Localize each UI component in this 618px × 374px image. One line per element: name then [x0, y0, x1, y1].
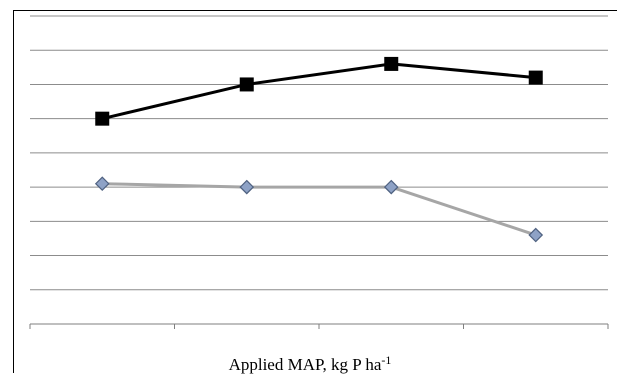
series-1-line [101, 62, 536, 121]
series-1-point-2 [239, 77, 254, 92]
series-2-point-2 [239, 179, 255, 195]
series-2-point-1 [94, 176, 110, 192]
series-2 [94, 176, 544, 243]
series-2-point-4 [528, 227, 544, 243]
series-2-line [102, 182, 537, 237]
gridlines [30, 15, 608, 325]
series-2-point-3 [383, 179, 399, 195]
series-1-point-3 [384, 56, 399, 71]
series-1 [95, 56, 543, 126]
x-axis-label-text: Applied MAP, kg P ha [229, 355, 382, 374]
chart-frame [13, 10, 617, 373]
series-1-point-1 [95, 111, 110, 126]
x-axis-label-superscript: -1 [381, 353, 391, 367]
series-layer [94, 56, 544, 243]
series-1-point-4 [528, 70, 543, 85]
x-axis-ticks [29, 324, 609, 329]
x-axis-label: Applied MAP, kg P ha-1 [229, 353, 392, 374]
